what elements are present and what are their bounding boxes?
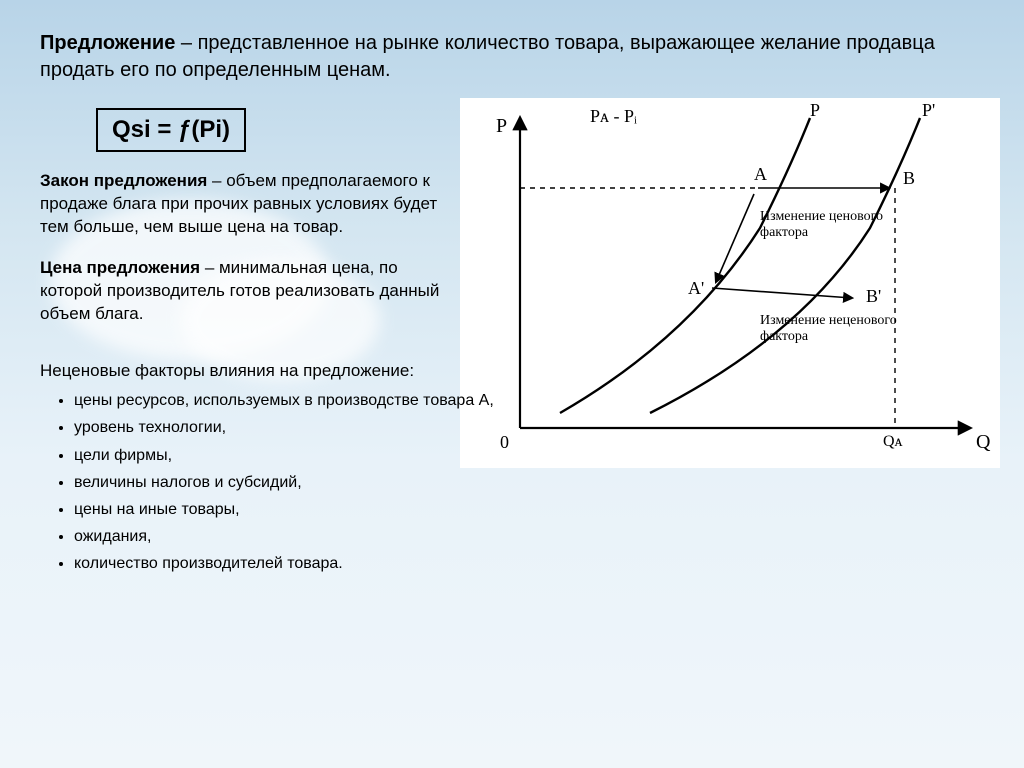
factor-item: цены на иные товары, [74, 496, 984, 523]
factor-item: количество производителей товара. [74, 550, 984, 577]
factor-item: величины налогов и субсидий, [74, 469, 984, 496]
definition-term: Предложение [40, 32, 175, 54]
factor-item: цели фирмы, [74, 442, 984, 469]
factor-item: ожидания, [74, 523, 984, 550]
law-block: Закон предложения – объем предполагаемог… [40, 170, 460, 239]
factors-list: цены ресурсов, используемых в производст… [40, 387, 984, 577]
price-term: Цена предложения [40, 258, 200, 277]
definition-text: Предложение – представленное на рынке ко… [40, 30, 984, 84]
law-term: Закон предложения [40, 171, 207, 190]
price-block: Цена предложения – минимальная цена, по … [40, 257, 460, 326]
definition-body: – представленное на рынке количество тов… [40, 32, 935, 81]
formula-box: Qsi = ƒ(Pi) [96, 108, 246, 152]
factor-item: цены ресурсов, используемых в производст… [74, 387, 984, 414]
factor-item: уровень технологии, [74, 414, 984, 441]
factors-title: Неценовые факторы влияния на предложение… [40, 358, 984, 384]
